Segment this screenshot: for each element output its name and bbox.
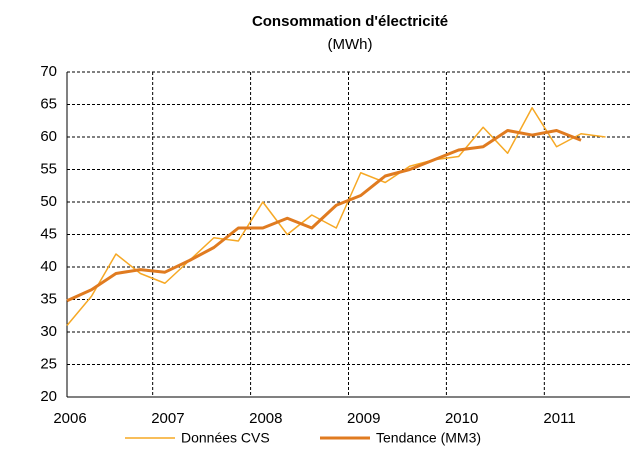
- y-tick-label: 45: [40, 225, 57, 242]
- x-tick-label: 2006: [53, 410, 86, 427]
- chart-title: Consommation d'électricité: [252, 13, 448, 30]
- series-line: [66, 107, 606, 326]
- y-tick-label: 50: [40, 193, 57, 210]
- y-tick-label: 60: [40, 128, 57, 145]
- y-tick-label: 55: [40, 160, 57, 177]
- x-tick-label: 2011: [543, 410, 575, 427]
- legend-label: Tendance (MM3): [376, 430, 481, 446]
- y-tick-label: 70: [40, 63, 57, 80]
- y-tick-label: 30: [40, 323, 57, 340]
- y-tick-label: 35: [40, 290, 57, 307]
- y-tick-label: 65: [40, 95, 57, 112]
- x-tick-label: 2008: [249, 410, 282, 427]
- x-tick-label: 2010: [445, 410, 478, 427]
- series-line: [66, 129, 582, 303]
- chart-subtitle: (MWh): [328, 36, 373, 53]
- y-tick-label: 25: [40, 355, 57, 372]
- y-tick-label: 40: [40, 258, 57, 275]
- y-tick-label: 20: [40, 388, 57, 405]
- legend-label: Données CVS: [181, 430, 270, 446]
- x-tick-label: 2007: [151, 410, 184, 427]
- x-tick-label: 2009: [347, 410, 380, 427]
